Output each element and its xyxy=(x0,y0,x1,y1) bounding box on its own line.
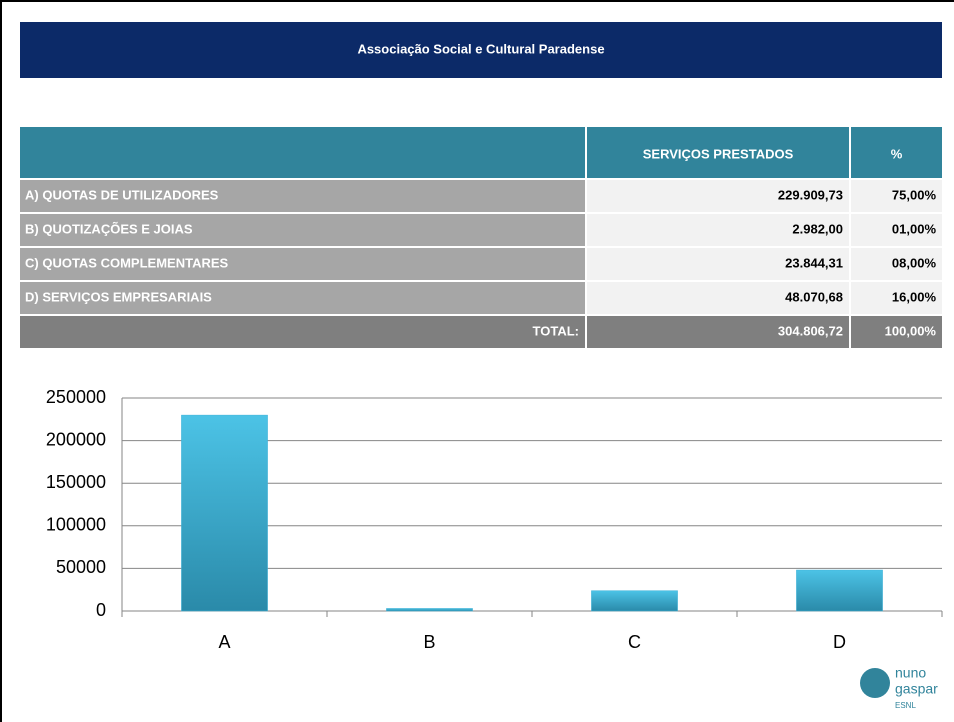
cell-value: 08,00% xyxy=(892,255,937,270)
table-cell xyxy=(20,248,585,280)
bar xyxy=(386,608,473,612)
row-label: C) QUOTAS COMPLEMENTARES xyxy=(25,255,229,270)
bar xyxy=(796,569,883,612)
y-tick-label: 150000 xyxy=(46,472,106,492)
cell-value: 23.844,31 xyxy=(785,255,843,270)
table-cell xyxy=(851,180,942,212)
cell-value: 229.909,73 xyxy=(778,187,843,202)
table-cell xyxy=(587,248,849,280)
table-cell xyxy=(587,282,849,314)
cell-value: 2.982,00 xyxy=(792,221,843,236)
cell-value: 16,00% xyxy=(892,289,937,304)
logo-text: ESNL xyxy=(895,701,916,710)
table-cell xyxy=(851,282,942,314)
row-label: D) SERVIÇOS EMPRESARIAIS xyxy=(25,289,212,304)
header-band xyxy=(20,22,942,78)
logo: nuno gaspar ESNL xyxy=(860,665,938,710)
header-title: Associação Social e Cultural Paradense xyxy=(357,41,604,56)
cell-value: 48.070,68 xyxy=(785,289,843,304)
table-cell xyxy=(20,180,585,212)
x-tick-label: D xyxy=(833,632,846,652)
logo-mark xyxy=(860,668,890,698)
table-cell xyxy=(587,214,849,246)
column-header: SERVIÇOS PRESTADOS xyxy=(643,146,794,161)
table-cell xyxy=(587,180,849,212)
table-cell xyxy=(20,316,585,348)
y-tick-label: 100000 xyxy=(46,515,106,535)
logo-text: gaspar xyxy=(895,681,938,697)
x-tick-label: A xyxy=(218,632,230,652)
row-label: A) QUOTAS DE UTILIZADORES xyxy=(25,187,219,202)
row-label: TOTAL: xyxy=(533,323,579,338)
y-tick-label: 250000 xyxy=(46,387,106,407)
table-cell xyxy=(20,282,585,314)
cell-value: 100,00% xyxy=(885,323,937,338)
table-cell xyxy=(20,214,585,246)
bar xyxy=(591,590,678,612)
y-tick-label: 200000 xyxy=(46,429,106,449)
table-cell xyxy=(851,248,942,280)
cell-value: 75,00% xyxy=(892,187,937,202)
cell-value: 01,00% xyxy=(892,221,937,236)
cell-value: 304.806,72 xyxy=(778,323,843,338)
bar xyxy=(181,414,268,612)
table-cell xyxy=(587,316,849,348)
table-cell xyxy=(851,316,942,348)
table-cell xyxy=(851,214,942,246)
y-tick-label: 0 xyxy=(96,600,106,620)
row-label: B) QUOTIZAÇÕES E JOIAS xyxy=(25,221,193,236)
x-tick-label: C xyxy=(628,632,641,652)
logo-text: nuno xyxy=(895,665,926,681)
y-tick-label: 50000 xyxy=(56,557,106,577)
table-header-row xyxy=(20,127,942,178)
column-header: % xyxy=(891,146,903,161)
x-tick-label: B xyxy=(423,632,435,652)
